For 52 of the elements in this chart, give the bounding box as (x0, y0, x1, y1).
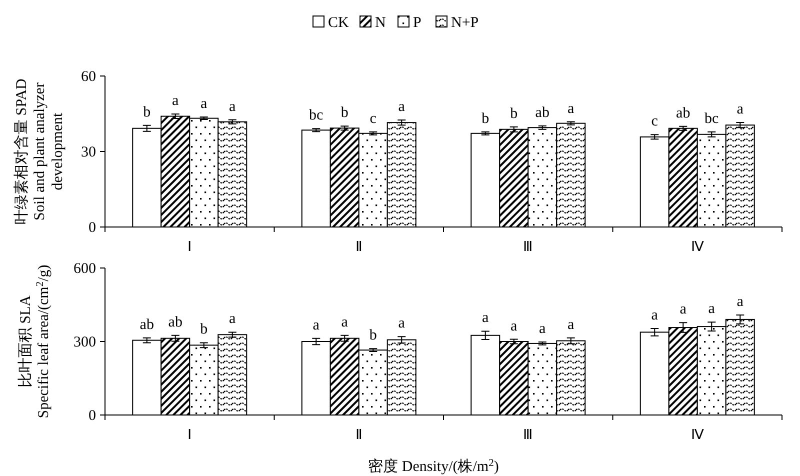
y-axis-title: 叶绿素相对含量 SPAD Soil and plant analyzer development (13, 78, 66, 224)
annotation: a (341, 314, 348, 330)
annotation: a (482, 310, 490, 326)
annotation: a (568, 316, 575, 333)
x-tick-label: Ⅰ (188, 428, 192, 443)
legend-label: N (375, 15, 386, 31)
annotation: b (369, 328, 377, 344)
y-tick-label: 0 (88, 220, 96, 236)
legend-label: N+P (451, 15, 479, 31)
annotation: ab (168, 314, 182, 330)
legend-label: CK (328, 15, 350, 31)
annotation: ab (676, 105, 690, 122)
annotation: a (229, 98, 236, 115)
annotation: a (708, 301, 716, 318)
x-tick-label: Ⅳ (690, 240, 704, 255)
x-tick-label: Ⅱ (355, 240, 362, 255)
y-tick-label: 300 (74, 334, 96, 350)
annotation: a (736, 102, 744, 118)
x-tick-label: Ⅲ (523, 428, 534, 443)
annotation: a (172, 93, 180, 109)
annotation: a (510, 318, 518, 334)
y-tick-label: 0 (88, 408, 96, 424)
annotation: c (370, 110, 377, 127)
annotation: c (651, 114, 658, 130)
annotation: a (651, 308, 658, 324)
annotation: a (229, 311, 236, 328)
x-axis-title: 密度 Density/(株/m$^{2}$) (368, 458, 499, 475)
annotation: a (680, 302, 687, 318)
annotation: a (200, 96, 208, 112)
annotation: a (312, 317, 320, 334)
y-tick-label: 60 (81, 69, 96, 85)
x-tick-label: Ⅱ (355, 428, 362, 443)
annotation: a (398, 99, 406, 116)
annotation: a (736, 294, 744, 310)
y-tick-label: 600 (74, 261, 96, 277)
annotation: a (568, 100, 575, 117)
annotation: a (398, 316, 406, 332)
annotation: bc (704, 110, 720, 127)
annotation: b (200, 322, 208, 338)
annotation: b (510, 106, 518, 122)
legend-label: P (413, 15, 422, 31)
y-tick-label: 30 (81, 144, 96, 160)
annotation: ab (140, 316, 154, 333)
annotation: b (482, 110, 490, 127)
x-tick-label: Ⅳ (690, 428, 704, 443)
annotation: ab (535, 104, 550, 121)
annotation: a (539, 320, 546, 337)
annotation: b (143, 104, 151, 120)
annotation: bc (309, 108, 324, 124)
x-tick-label: Ⅰ (188, 240, 192, 255)
annotation: b (340, 105, 348, 122)
x-tick-label: Ⅲ (523, 240, 534, 255)
